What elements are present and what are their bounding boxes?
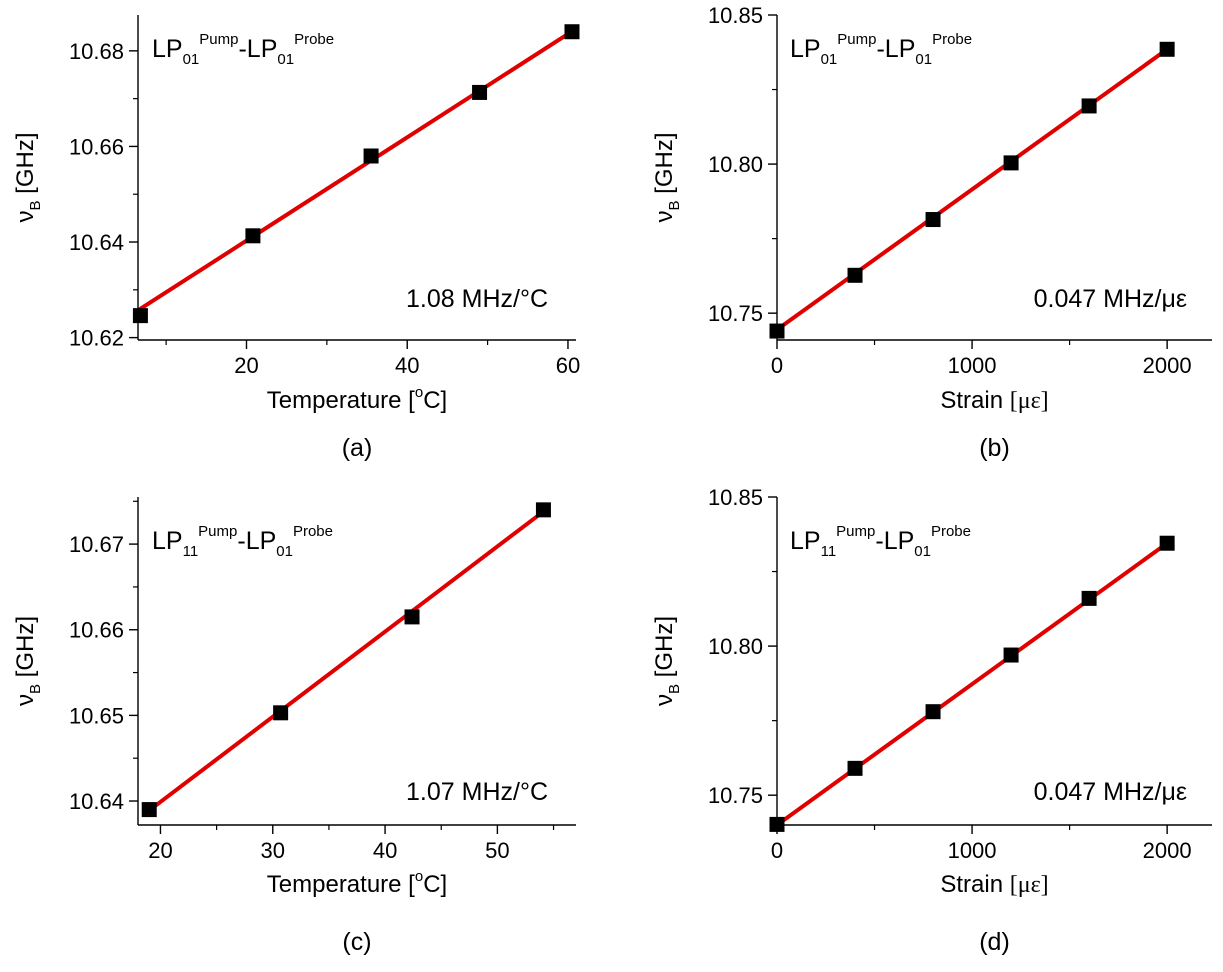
mode-label: LP01Pump-LP01Probe: [790, 31, 972, 68]
x-tick-label: 50: [485, 838, 509, 863]
chart-panel-a: 20 40 60 10.62 10.64 10.66 10.68 LP01Pump-LP01P…: [12, 15, 580, 462]
data-point: [847, 267, 863, 283]
slope-annotation: 1.08 MHz/°C: [406, 285, 548, 313]
x-tick-label: 1000: [948, 838, 997, 863]
data-point: [1159, 41, 1175, 57]
x-tick-label: 60: [556, 353, 580, 378]
data-point: [535, 502, 551, 518]
data-point: [1081, 590, 1097, 606]
data-point: [847, 760, 863, 776]
data-point: [1003, 155, 1019, 171]
x-tick-label: 20: [148, 838, 172, 863]
x-tick-label: 0: [771, 353, 783, 378]
x-tick-label: 2000: [1143, 838, 1192, 863]
y-tick-label: 10.80: [708, 634, 763, 659]
data-point: [1159, 535, 1175, 551]
chart-panel-d: 0 1000 2000 10.75 10.80 10.85 LP11Pump-LP01Pro…: [651, 485, 1212, 956]
x-tick-label: 20: [234, 353, 258, 378]
x-axis-title: Temperature [oC]: [267, 384, 447, 414]
x-tick-label: 30: [261, 838, 285, 863]
x-axis-title: Temperature [oC]: [267, 868, 447, 898]
y-axis-title: νB [GHz]: [651, 616, 683, 706]
y-tick-label: 10.80: [708, 152, 763, 177]
fit-line: [775, 47, 1170, 332]
data-point: [472, 84, 488, 100]
fit-line: [775, 541, 1170, 827]
data-point: [404, 609, 420, 625]
x-tick-label: 1000: [948, 353, 997, 378]
slope-annotation: 0.047 MHz/με: [1034, 778, 1187, 806]
chart-panel-b: 0 1000 2000 10.75 10.80 10.85 LP01Pump-LP01Pro…: [651, 3, 1212, 462]
y-tick-label: 10.66: [69, 134, 124, 159]
y-tick-label: 10.68: [69, 39, 124, 64]
chart-panel-c: 20 30 40 50 10.64 10.65 10.66 10.67 LP11Pump-LP0…: [12, 497, 576, 956]
x-tick-label: 40: [395, 353, 419, 378]
y-tick-label: 10.64: [69, 789, 124, 814]
slope-annotation: 0.047 MHz/με: [1034, 285, 1187, 313]
y-axis-title: νB [GHz]: [12, 616, 44, 706]
mode-label: LP11Pump-LP01Probe: [152, 523, 333, 560]
data-point: [925, 704, 941, 720]
y-axis-title: νB [GHz]: [12, 132, 44, 222]
data-point: [363, 148, 379, 164]
data-point: [1081, 98, 1097, 114]
y-tick-label: 10.65: [69, 703, 124, 728]
data-point: [132, 308, 148, 324]
panel-label: (a): [342, 434, 373, 462]
data-point: [245, 228, 261, 244]
y-tick-label: 10.66: [69, 618, 124, 643]
data-point: [1003, 647, 1019, 663]
panel-label: (d): [979, 928, 1010, 956]
data-point: [141, 802, 157, 818]
mode-label: LP11Pump-LP01Probe: [790, 523, 971, 560]
data-point: [769, 323, 785, 339]
data-point: [273, 705, 289, 721]
x-tick-label: 0: [771, 838, 783, 863]
mode-label: LP01Pump-LP01Probe: [152, 31, 334, 68]
panel-label: (b): [979, 434, 1010, 462]
slope-annotation: 1.07 MHz/°C: [406, 778, 548, 806]
data-point: [769, 816, 785, 832]
fit-line: [136, 26, 578, 313]
y-tick-label: 10.85: [708, 3, 763, 28]
y-tick-label: 10.64: [69, 230, 124, 255]
x-tick-label: 40: [373, 838, 397, 863]
y-tick-label: 10.67: [69, 532, 124, 557]
y-tick-label: 10.75: [708, 783, 763, 808]
y-tick-label: 10.75: [708, 301, 763, 326]
data-point: [564, 24, 580, 40]
fit-line: [147, 509, 546, 813]
y-axis-title: νB [GHz]: [651, 132, 683, 222]
x-axis-title: Strain [με]: [940, 387, 1048, 414]
x-tick-label: 2000: [1143, 353, 1192, 378]
y-tick-label: 10.85: [708, 485, 763, 510]
data-point: [925, 212, 941, 228]
x-axis-title: Strain [με]: [940, 871, 1048, 898]
panel-label: (c): [342, 928, 371, 956]
y-tick-label: 10.62: [69, 326, 124, 351]
